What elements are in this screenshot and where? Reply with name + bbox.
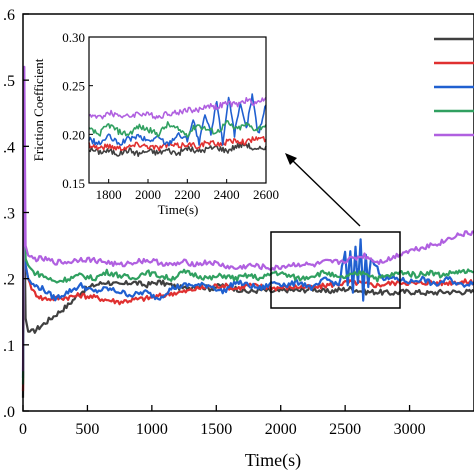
zoom-arrow xyxy=(285,153,361,227)
main-x-tick-label: 500 xyxy=(75,421,99,438)
inset-x-tick-label: 1800 xyxy=(96,187,122,202)
inset-series-group xyxy=(88,93,267,157)
main-series-line-2 xyxy=(21,204,474,392)
inset-series-line-4 xyxy=(88,120,267,138)
main-x-tick-label: 0 xyxy=(19,421,27,438)
inset-y-axis: 0.15 0.20 0.25 0.30 xyxy=(62,30,93,191)
main-x-tick-label: 3000 xyxy=(394,421,426,438)
inset-y-tick-label: 0.30 xyxy=(62,30,85,45)
inset-x-tick-label: 2200 xyxy=(174,187,200,202)
inset-background xyxy=(89,37,266,183)
main-y-tick-label: .1 xyxy=(3,338,15,355)
main-x-tick-label: 2500 xyxy=(329,421,361,438)
main-y-tick-label: .5 xyxy=(3,73,15,90)
inset-x-tick-label: 2400 xyxy=(214,187,240,202)
inset-x-tick-label: 2600 xyxy=(253,187,279,202)
inset-y-tick-label: 0.15 xyxy=(62,176,85,191)
inset-x-axis-label: Time(s) xyxy=(158,202,199,217)
main-x-tick-label: 1500 xyxy=(200,421,232,438)
main-plot: 0 500 1000 1500 2000 2500 3000 .0.1.2.3.4.5.6 … xyxy=(3,7,474,471)
inset-y-tick-label: 0.20 xyxy=(62,127,85,142)
main-series-line-3 xyxy=(21,178,474,378)
main-x-axis: 0 500 1000 1500 2000 2500 3000 xyxy=(19,405,426,438)
inset-series-line-1 xyxy=(88,141,267,157)
inset-plot: 1800 2000 2200 2400 2600 0.15 0.20 0.25 0.30 Ti… xyxy=(31,30,279,217)
inset-plot-frame xyxy=(88,36,267,184)
main-y-tick-label: .4 xyxy=(3,139,15,156)
inset-x-axis: 1800 2000 2200 2400 2600 xyxy=(96,179,279,202)
inset-series-line-3 xyxy=(88,93,267,147)
inset-series-line-2 xyxy=(88,136,267,152)
main-y-axis: .0 .1 .2 .3 .4 .5 .6 xyxy=(3,7,29,421)
main-y-tick-label: .0 xyxy=(3,404,15,421)
inset-y-axis-label: Friction Coefficient xyxy=(31,58,46,161)
legend xyxy=(434,37,474,137)
inset-x-tick-label: 2000 xyxy=(135,187,161,202)
zoom-highlight-box xyxy=(270,231,401,309)
main-y-tick-label: .6 xyxy=(3,7,15,24)
main-y-tick-label: .2 xyxy=(3,272,15,289)
inset-series-line-5 xyxy=(88,96,267,120)
main-y-tick-label: .3 xyxy=(3,206,15,223)
inset-y-tick-label: 0.25 xyxy=(62,79,85,94)
main-x-axis-label: Time(s) xyxy=(245,450,301,471)
main-x-tick-label: 2000 xyxy=(265,421,297,438)
main-x-tick-label: 1000 xyxy=(136,421,168,438)
main-series-line-1 xyxy=(21,211,474,398)
